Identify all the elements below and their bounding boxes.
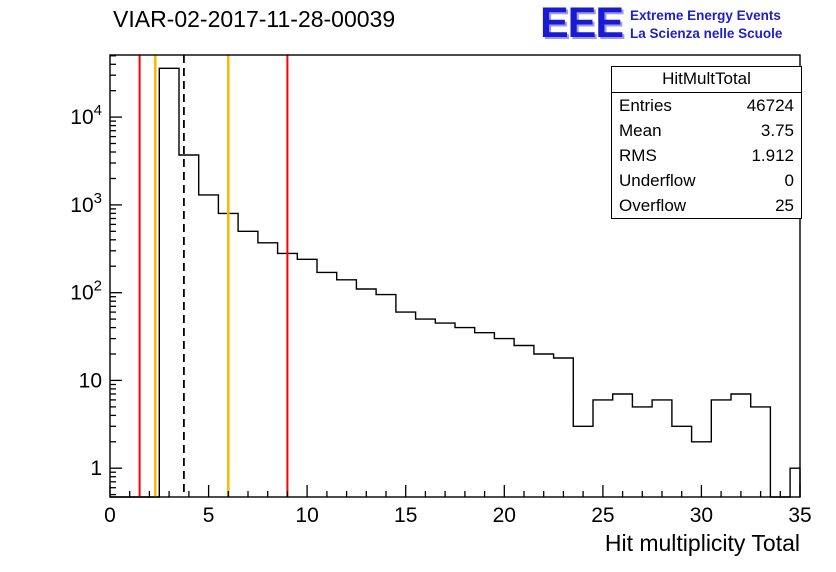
x-tick-label: 10 [295,504,318,527]
stat-row: Underflow 0 [612,168,801,193]
stat-row: Overflow 25 [612,193,801,218]
stat-value: 46724 [746,95,794,115]
plot-frame [109,54,801,498]
stat-label: RMS [619,145,657,165]
x-tick-label: 20 [493,504,516,527]
stat-label: Underflow [619,170,696,190]
eee-logo-acronym: EEE [540,0,624,47]
x-axis-label: Hit multiplicity Total [605,530,800,556]
eee-logo-text: Extreme Energy Events La Scienza nelle S… [630,7,782,43]
y-tick-label: 10 [79,369,102,392]
histogram-line [110,67,801,498]
x-tick-label: 15 [394,504,417,527]
stat-value: 25 [775,195,794,215]
y-tick-label: 103 [70,190,102,217]
stat-row: Mean 3.75 [612,118,801,143]
y-tick-label: 104 [70,102,102,129]
x-tick-label: 30 [690,504,713,527]
stat-row: Entries 46724 [612,93,801,118]
y-tick-label: 1 [90,457,102,480]
x-tick-label: 25 [591,504,614,527]
stat-label: Overflow [619,195,687,215]
x-tick-label: 0 [104,504,116,527]
axis-ticks [109,55,801,497]
stats-rows: Entries 46724 Mean 3.75 RMS 1.912 Underflow 0 Ov… [612,93,801,218]
stat-label: Mean [619,120,662,140]
stat-label: Entries [619,95,672,115]
stat-row: RMS 1.912 [612,143,801,168]
stat-value: 3.75 [760,120,794,140]
stats-box-title: HitMultTotal [612,67,801,93]
x-tick-label: 35 [788,504,811,527]
x-tick-label: 5 [203,504,215,527]
eee-logo: EEE Extreme Energy Events La Scienza nel… [540,0,782,47]
plot-title: VIAR-02-2017-11-28-00039 [113,6,396,32]
eee-logo-line1: Extreme Energy Events [630,8,781,23]
stat-value: 0 [784,170,794,190]
eee-logo-line2: La Scienza nelle Scuole [630,26,783,42]
stat-value: 1.912 [751,145,794,165]
y-tick-label: 102 [70,278,102,305]
stats-box: HitMultTotal Entries 46724 Mean 3.75 RMS 1.91… [611,66,802,219]
